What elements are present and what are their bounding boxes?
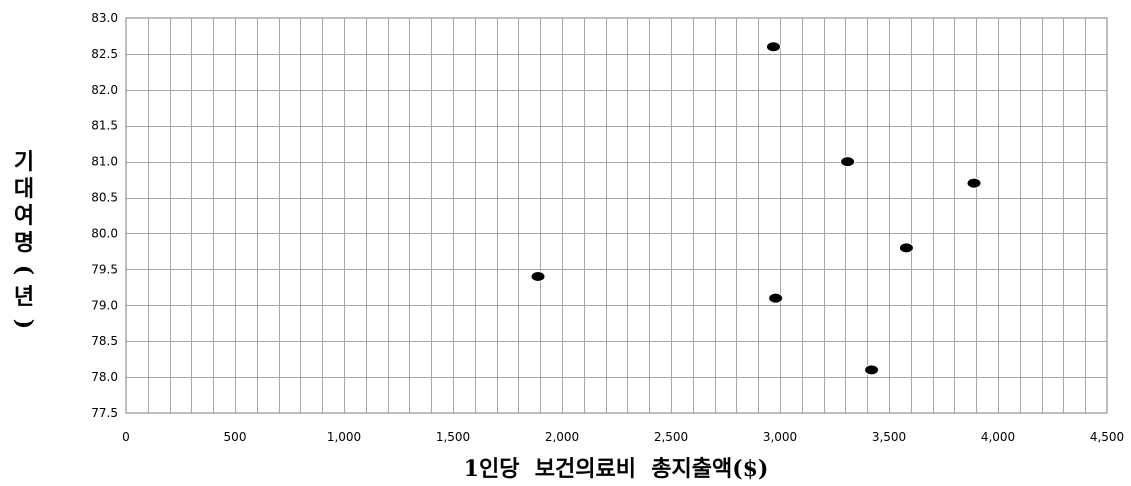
y-tick-label: 82.0 bbox=[91, 83, 118, 97]
data-points bbox=[530, 41, 982, 376]
plot-area bbox=[125, 17, 1108, 414]
data-point bbox=[966, 177, 982, 189]
y-tick-label: 78.5 bbox=[91, 334, 118, 348]
data-point bbox=[768, 292, 784, 304]
y-tick-label: 80.5 bbox=[91, 191, 118, 205]
x-tick-label: 0 bbox=[122, 430, 130, 444]
x-tick-label: 4,500 bbox=[1090, 430, 1124, 444]
y-tick-label: 81.5 bbox=[91, 119, 118, 133]
x-tick-label: 1,500 bbox=[436, 430, 470, 444]
svg-text:기: 기 bbox=[14, 149, 34, 175]
svg-text:(: ( bbox=[11, 265, 37, 275]
y-tick-label: 80.0 bbox=[91, 226, 118, 240]
x-axis-title: 1인당 보건의료비 총지출액($) bbox=[464, 456, 769, 482]
svg-text:명: 명 bbox=[14, 230, 34, 256]
y-tick-label: 79.5 bbox=[91, 262, 118, 276]
y-tick-label: 83.0 bbox=[91, 11, 118, 25]
grid bbox=[126, 18, 1107, 413]
data-point bbox=[898, 242, 914, 254]
y-tick-label: 81.0 bbox=[91, 155, 118, 169]
svg-text:대: 대 bbox=[14, 176, 34, 202]
y-tick-label: 79.0 bbox=[91, 298, 118, 312]
svg-text:여: 여 bbox=[14, 203, 34, 229]
data-point bbox=[530, 271, 546, 283]
x-axis-tick-labels: 0 500 1,000 1,500 2,000 2,500 3,000 3,500 4,000 4… bbox=[122, 430, 1124, 444]
x-tick-label: 3,500 bbox=[872, 430, 906, 444]
svg-text:): ) bbox=[11, 319, 37, 329]
data-point bbox=[765, 41, 781, 53]
x-tick-label: 2,500 bbox=[654, 430, 688, 444]
data-point bbox=[840, 156, 856, 168]
svg-text:년: 년 bbox=[14, 284, 34, 310]
x-tick-label: 500 bbox=[224, 430, 247, 444]
x-tick-label: 4,000 bbox=[981, 430, 1015, 444]
y-tick-label: 77.5 bbox=[91, 406, 118, 420]
y-axis-tick-labels: 77.5 78.0 78.5 79.0 79.5 80.0 80.5 81.0 81.5 82.0… bbox=[91, 11, 118, 420]
y-tick-label: 78.0 bbox=[91, 370, 118, 384]
x-tick-label: 3,000 bbox=[763, 430, 797, 444]
y-tick-label: 82.5 bbox=[91, 47, 118, 61]
x-tick-label: 1,000 bbox=[327, 430, 361, 444]
data-point bbox=[864, 364, 880, 376]
x-tick-label: 2,000 bbox=[545, 430, 579, 444]
